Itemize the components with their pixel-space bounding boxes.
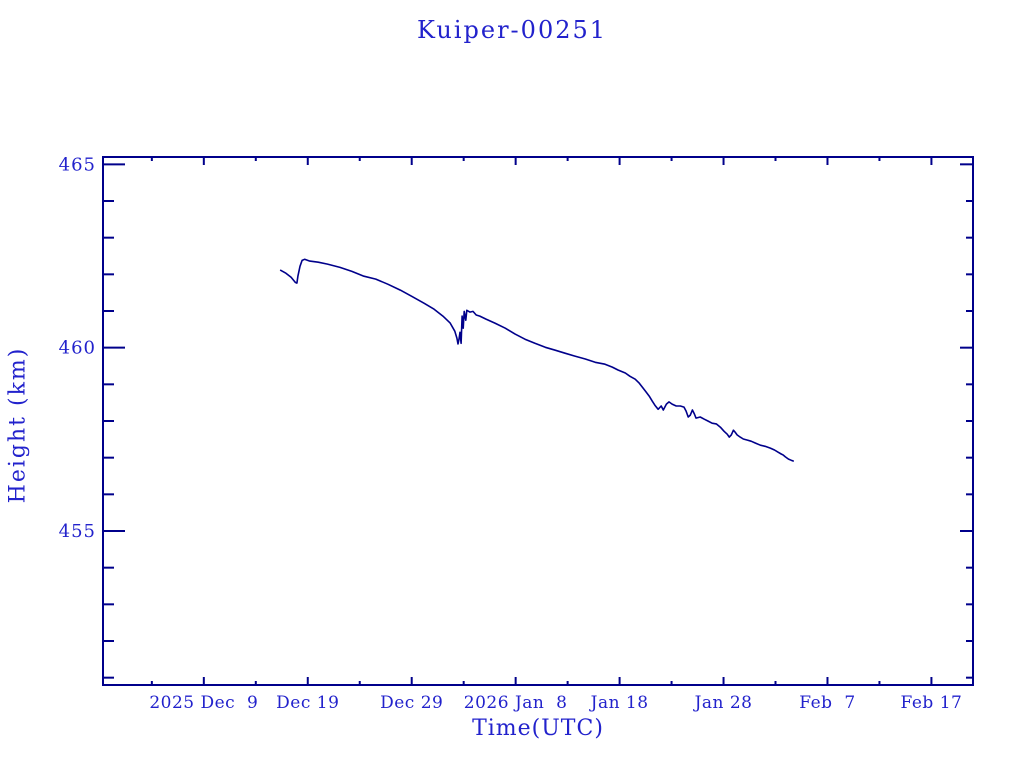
x-tick-label: 2026 Jan 8 xyxy=(464,693,568,713)
plot-border xyxy=(102,156,974,686)
x-tick-label: 2025 Dec 9 xyxy=(149,693,258,713)
x-tick-label: Jan 18 xyxy=(589,693,649,713)
y-tick-label: 460 xyxy=(59,338,96,359)
x-tick-label: Dec 29 xyxy=(380,693,443,713)
x-tick-label: Feb 7 xyxy=(799,693,855,713)
height-series-line xyxy=(279,258,795,462)
x-tick-label: Feb 17 xyxy=(900,693,962,713)
x-tick-label: Jan 28 xyxy=(693,693,753,713)
x-axis-label: Time(UTC) xyxy=(472,716,604,741)
y-tick-label: 455 xyxy=(59,521,96,542)
chart-title: Kuiper-00251 xyxy=(416,16,608,44)
y-tick-label: 465 xyxy=(59,154,96,175)
x-tick-label: Dec 19 xyxy=(276,693,339,713)
y-axis-label: Height (km) xyxy=(5,346,31,504)
